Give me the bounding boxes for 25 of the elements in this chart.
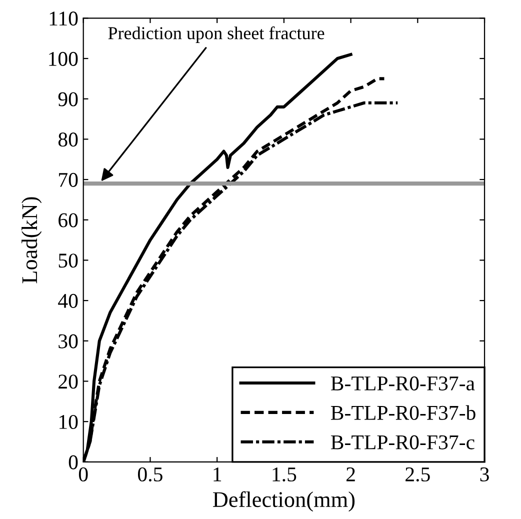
- y-tick-label: 20: [58, 374, 78, 389]
- y-tick-label: 90: [58, 92, 78, 106]
- x-tick-label: 3: [480, 467, 489, 482]
- y-axis-title: Load(kN): [22, 197, 42, 284]
- legend-label: B-TLP-R0-F37-c: [330, 435, 474, 450]
- x-tick-label: 2.5: [406, 467, 430, 482]
- y-tick-label: 50: [58, 254, 78, 268]
- y-tick-label: 0: [68, 455, 78, 470]
- legend-label: B-TLP-R0-F37-b: [330, 405, 476, 420]
- y-tick-label: 60: [58, 213, 78, 228]
- legend-label: B-TLP-R0-F37-a: [330, 376, 475, 390]
- x-tick-label: 0: [78, 467, 88, 482]
- x-axis-title: Deflection(mm): [213, 491, 355, 512]
- x-tick-label: 2: [346, 467, 355, 482]
- x-tick-label: 0.5: [138, 467, 162, 482]
- y-tick-label: 100: [49, 52, 78, 66]
- y-tick-label: 30: [58, 334, 78, 348]
- x-tick-label: 1: [214, 467, 222, 482]
- y-tick-label: 80: [58, 132, 78, 147]
- y-tick-label: 10: [60, 414, 78, 430]
- x-tick-label: 1.5: [272, 467, 296, 482]
- y-tick-label: 110: [50, 12, 78, 26]
- y-tick-label: 40: [58, 294, 78, 308]
- y-tick-label: 70: [59, 172, 78, 187]
- annotation: Prediction upon sheet fracture: [108, 26, 324, 43]
